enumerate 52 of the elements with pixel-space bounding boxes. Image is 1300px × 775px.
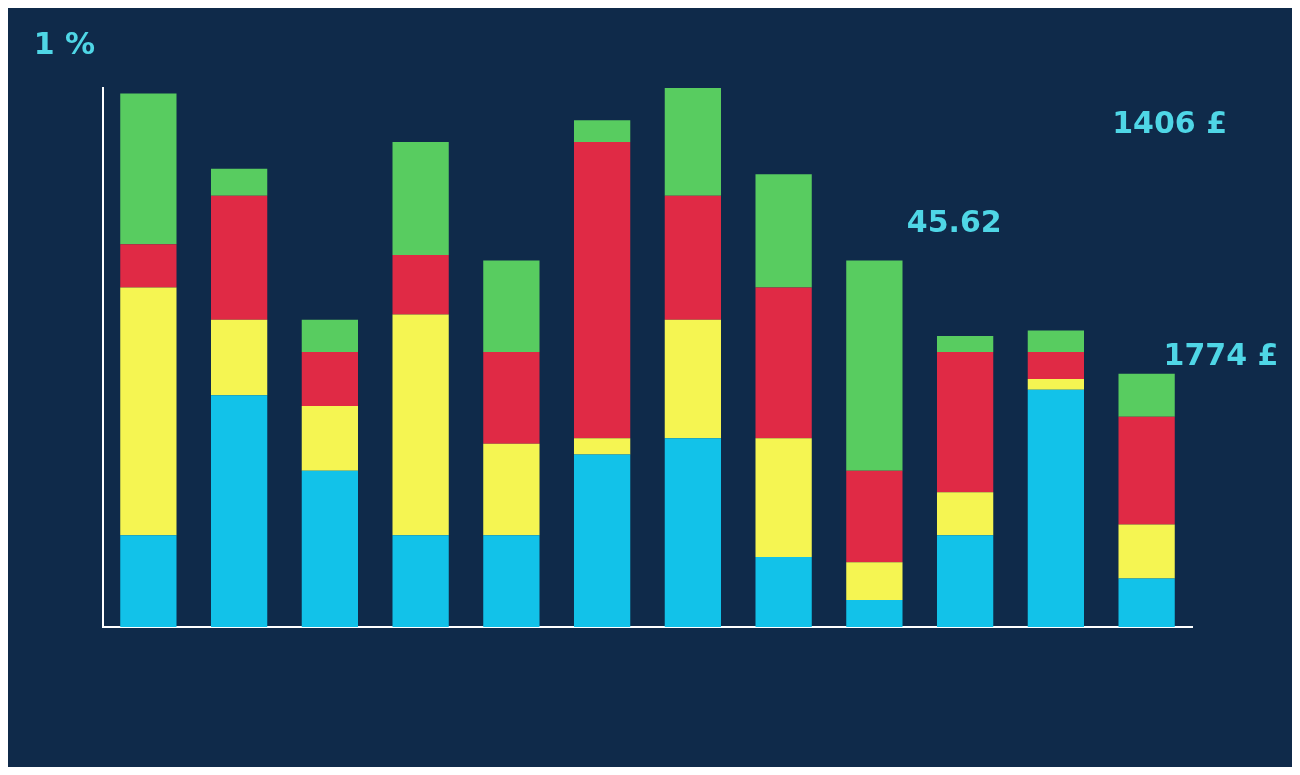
bar [664, 438, 722, 627]
bar [120, 244, 177, 288]
bar [755, 438, 812, 557]
bar [664, 88, 722, 196]
bar [846, 600, 903, 627]
bar [210, 168, 268, 196]
bar [755, 174, 812, 288]
bar [120, 93, 177, 245]
bar [936, 352, 994, 493]
bar [120, 287, 177, 536]
annotation: 45.62 [906, 204, 1002, 240]
bar [392, 314, 449, 536]
bar [1118, 524, 1175, 579]
text: 1 % [33, 25, 96, 61]
bar [846, 260, 903, 471]
bar [936, 335, 994, 353]
bar [664, 319, 722, 439]
bar [936, 492, 994, 536]
bar [483, 352, 540, 444]
bar [664, 195, 722, 320]
annotation: 1406 £ [1112, 105, 1228, 141]
bar [573, 141, 631, 439]
bar [936, 535, 994, 627]
bar [1027, 352, 1085, 380]
bar [483, 535, 540, 627]
annotation: 1774 £ [1163, 336, 1279, 372]
bar [210, 395, 268, 627]
bar [755, 287, 812, 439]
bar [483, 260, 540, 353]
bar [846, 470, 903, 563]
bar [210, 195, 268, 320]
bar [210, 319, 268, 396]
bar [755, 556, 812, 627]
bar [392, 535, 449, 627]
bar [301, 406, 359, 471]
bar [573, 454, 631, 627]
bar [573, 120, 631, 142]
bar [301, 319, 359, 353]
bar [1027, 389, 1085, 627]
bar [392, 255, 449, 315]
bar [573, 438, 631, 455]
bar [392, 141, 449, 256]
bar [1118, 373, 1175, 417]
bar [1027, 330, 1085, 353]
bar [301, 352, 359, 407]
bar [301, 470, 359, 627]
bar [1118, 416, 1175, 525]
bar [1027, 379, 1085, 390]
bar [1118, 578, 1175, 627]
bar [120, 535, 177, 627]
bar [846, 562, 903, 601]
bar [483, 443, 540, 536]
